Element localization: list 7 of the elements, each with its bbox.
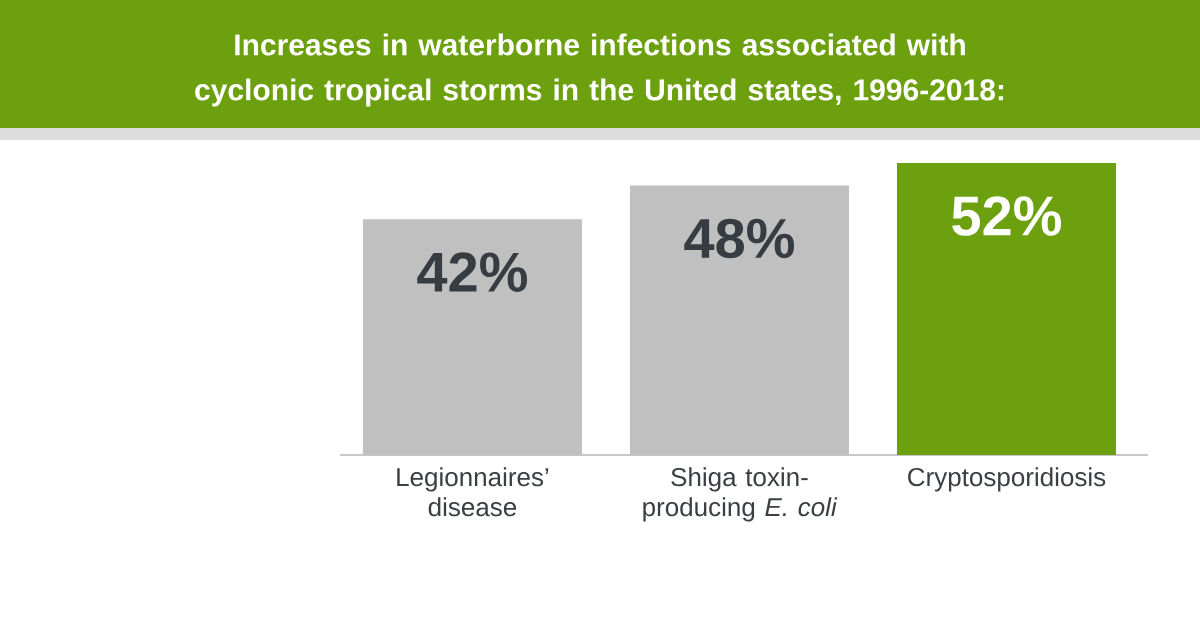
x-tick-label: Legionnaires’ disease [397, 467, 549, 517]
data-label: 42% [417, 252, 527, 292]
data-label: 48% [684, 218, 795, 259]
x-tick-label: Shiga toxin-producing E. coli [643, 467, 838, 522]
chart-title: Increases in waterborne infections associated with cyclonic tropical storms in the United states, 1996-2018: [195, 33, 1004, 107]
data-label: 52% [952, 196, 1062, 236]
x-tick-label: Cryptosporidiosis [908, 467, 1106, 492]
